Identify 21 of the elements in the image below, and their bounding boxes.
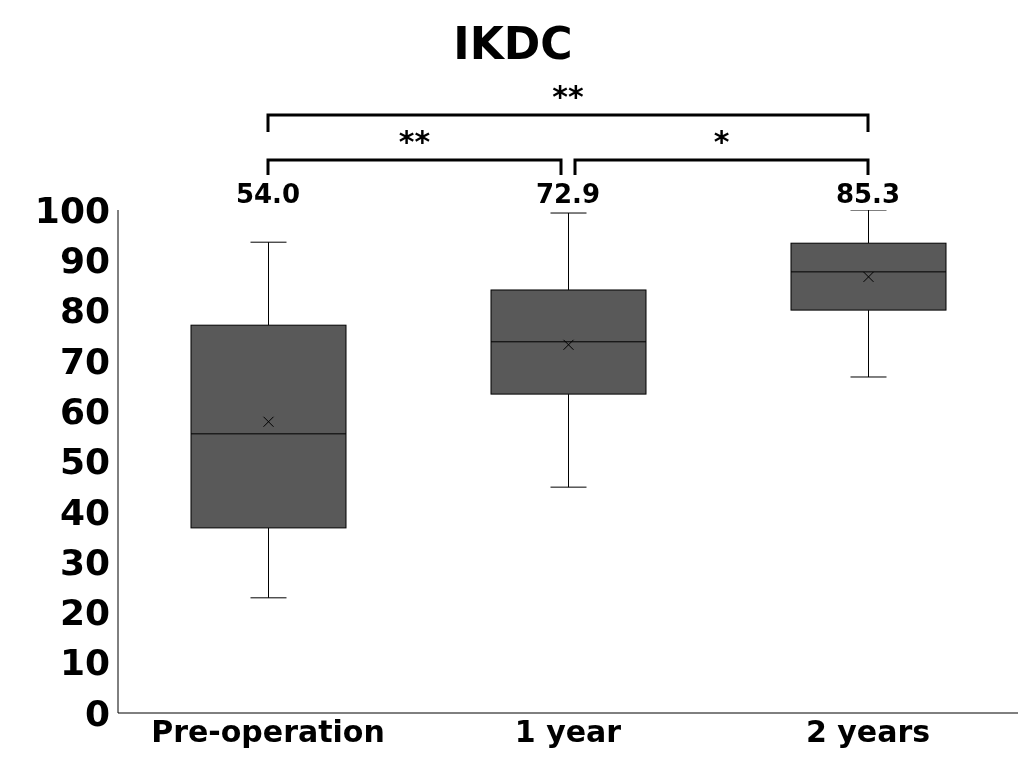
- x-tick-label: 2 years: [805, 714, 931, 750]
- y-tick-label: 20: [59, 592, 110, 634]
- y-tick-label: 50: [59, 441, 110, 483]
- y-tick-label: 60: [59, 390, 110, 432]
- x-tick-label: 1 year: [514, 714, 622, 750]
- x-tick-label: Pre-operation: [151, 714, 385, 750]
- text: 72.9: [535, 179, 601, 209]
- y-tick-label: 0: [84, 692, 110, 734]
- y-tick-label: 80: [59, 290, 110, 332]
- y-tick-label: 100: [34, 189, 110, 231]
- y-tick-label: 90: [59, 240, 110, 282]
- text: *: [713, 124, 730, 159]
- chart-title: IKDC: [452, 17, 574, 71]
- y-tick-label: 70: [59, 340, 110, 382]
- text: **: [552, 79, 584, 114]
- text: **: [398, 124, 431, 159]
- y-tick-label: 30: [59, 541, 110, 583]
- y-tick-label: 10: [59, 642, 110, 684]
- text: 85.3: [835, 179, 901, 209]
- text: 54.0: [235, 179, 301, 209]
- y-tick-label: 40: [59, 491, 110, 533]
